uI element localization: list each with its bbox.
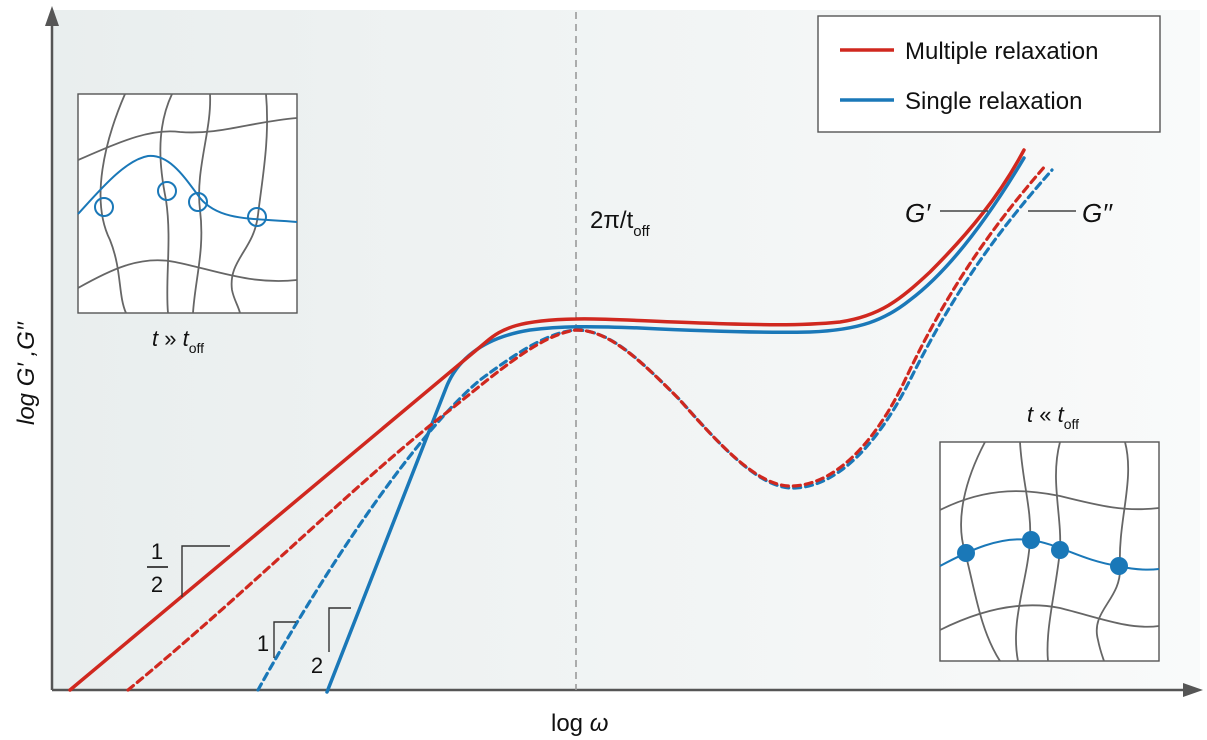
filled-circle-icon bbox=[1051, 541, 1069, 559]
single-storage-modulus-curve bbox=[325, 156, 1026, 694]
y-axis-label: log G′ ,G′′ bbox=[13, 321, 40, 425]
g-double-prime-label: G′′ bbox=[1082, 198, 1113, 228]
circle-outline-icon bbox=[188, 192, 208, 212]
circle-outline-icon bbox=[157, 181, 177, 201]
legend-multiple-label: Multiple relaxation bbox=[905, 38, 1098, 65]
filled-circle-icon bbox=[1022, 531, 1040, 549]
modulus-labels: G′ G′′ bbox=[905, 198, 1113, 228]
g-prime-label: G′ bbox=[905, 198, 931, 228]
circle-outline-icon bbox=[247, 207, 267, 227]
filled-circle-icon bbox=[1110, 557, 1128, 575]
inset-long-time: t » toff bbox=[77, 93, 298, 356]
legend-single-label: Single relaxation bbox=[905, 88, 1082, 115]
multiple-storage-modulus-curve bbox=[68, 148, 1026, 692]
slope-two-bracket bbox=[328, 607, 351, 652]
circle-outline-icon bbox=[94, 197, 114, 217]
inset-short-time-caption: t « toff bbox=[1027, 402, 1079, 432]
axes bbox=[45, 6, 1203, 697]
slope-half-numerator: 1 bbox=[151, 539, 163, 564]
open-crosslinks bbox=[94, 181, 267, 227]
crossover-main: 2π/t bbox=[590, 207, 634, 234]
blue-polymer-chain bbox=[77, 154, 298, 223]
crossover-sub: off bbox=[633, 223, 650, 240]
inset-short-time: t « toff bbox=[939, 402, 1160, 662]
inset-long-time-caption: t » toff bbox=[152, 326, 204, 356]
slope-half-bracket bbox=[181, 545, 230, 597]
multiple-loss-modulus-curve bbox=[126, 163, 1048, 692]
x-axis-label: log ω bbox=[551, 710, 608, 737]
slope-one-bracket bbox=[273, 621, 296, 658]
legend-box bbox=[817, 15, 1161, 133]
single-loss-modulus-curve bbox=[256, 168, 1054, 692]
crossover-label: 2π/toff bbox=[590, 207, 650, 240]
x-axis-arrow-icon bbox=[1183, 683, 1203, 697]
curves bbox=[68, 148, 1054, 694]
slope-half-denominator: 2 bbox=[151, 572, 163, 597]
filled-circle-icon bbox=[957, 544, 975, 562]
legend: Multiple relaxation Single relaxation bbox=[817, 15, 1161, 133]
y-axis-arrow-icon bbox=[45, 6, 59, 26]
slope-one-label: 1 bbox=[257, 631, 269, 656]
closed-crosslinks bbox=[957, 531, 1128, 575]
slope-indicators: 1 2 1 2 bbox=[147, 539, 351, 678]
slope-two-label: 2 bbox=[311, 653, 323, 678]
inset-long-time-frame bbox=[77, 93, 298, 314]
